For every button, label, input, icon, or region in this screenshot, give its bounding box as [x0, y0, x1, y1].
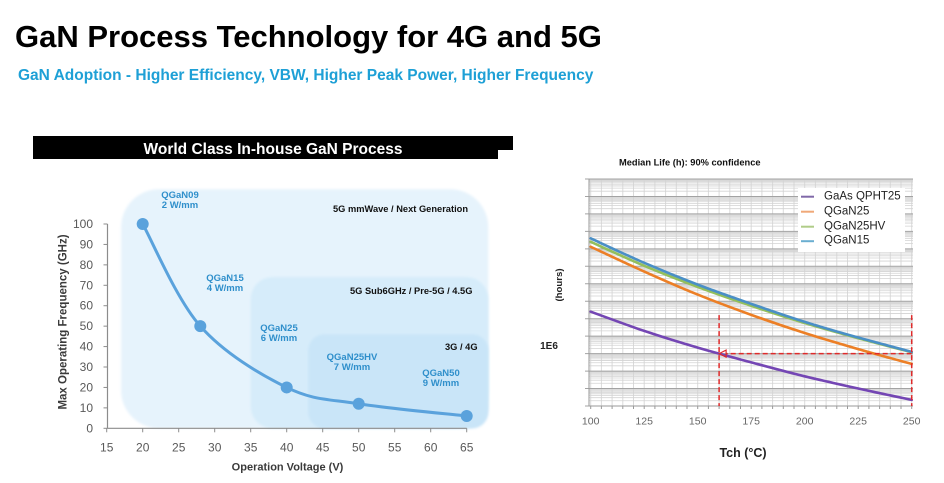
slide-subtitle: GaN Adoption - Higher Efficiency, VBW, H…: [18, 67, 594, 84]
node-power-density: 4 W/mm: [206, 283, 244, 294]
x-tick-label: 35: [244, 441, 258, 455]
node-label-qgan25hv: QGaN25HV 7 W/mm: [324, 353, 380, 373]
slide-title: GaN Process Technology for 4G and 5G: [15, 19, 602, 54]
y-tick-label: 80: [80, 258, 94, 272]
x-tick-label: 15: [100, 441, 114, 455]
y-tick-label: 100: [73, 217, 93, 231]
x-tick-label: 200: [796, 416, 814, 428]
node-name: QGaN15: [206, 273, 244, 284]
legend-label-gaas-qpht25: GaAs QPHT25: [824, 189, 901, 202]
y-tick-label: 40: [80, 340, 94, 354]
x-tick-label: 100: [582, 416, 600, 428]
node-label-qgan15: QGaN15 4 W/mm: [201, 274, 249, 294]
y-tick-label: 60: [80, 299, 94, 313]
node-name: QGaN25HV: [326, 352, 378, 363]
x-tick-label: 60: [424, 441, 438, 455]
data-point-qgan15: [194, 320, 207, 333]
channel-temperature-axis-title: Tch (°C): [719, 445, 767, 460]
node-power-density: 2 W/mm: [161, 200, 199, 211]
x-tick-label: 250: [903, 416, 921, 428]
hours-axis-title: (hours): [554, 268, 566, 302]
data-point-qgan25hv: [352, 397, 365, 410]
frequency-vs-voltage-chart: 0 10 20 30 40 50 60 70 80 90 100 15 20 25 30 35 40 45 50 55…: [73, 189, 489, 455]
curve-qgan15: [589, 237, 913, 354]
median-life-chart-title: Median Life (h): 90% confidence: [619, 157, 761, 168]
region-label-mmwave: 5G mmWave / Next Generation: [333, 204, 469, 214]
arrow-head-icon: [717, 349, 727, 359]
y-tick-label: 30: [80, 360, 94, 374]
legend-label-qgan25: QGaN25: [824, 204, 870, 217]
banner-bar: [33, 136, 498, 159]
x-tick-label: 125: [635, 416, 653, 428]
y-tick-label-1e6: 1E6: [540, 341, 558, 352]
x-tick-label: 20: [136, 441, 150, 455]
legend-label-qgan15: QGaN15: [824, 234, 870, 247]
node-name: QGaN25: [260, 323, 298, 334]
x-tick-label: 45: [316, 441, 330, 455]
y-tick-label: 70: [80, 278, 94, 292]
y-tick-label: 20: [80, 380, 94, 394]
data-point-qgan09: [136, 218, 149, 230]
legend-label-qgan25hv: QGaN25HV: [824, 219, 886, 232]
node-power-density: 9 W/mm: [422, 378, 460, 389]
data-point-qgan25: [280, 381, 293, 394]
x-tick-label: 175: [742, 416, 760, 428]
x-tick-label: 55: [388, 441, 402, 455]
y-tick-label: 90: [80, 237, 94, 251]
median-life-chart: 100 125 150 175 200 225 250: [582, 178, 921, 428]
node-name: QGaN50: [422, 368, 460, 379]
x-tick-label: 30: [208, 441, 222, 455]
node-power-density: 7 W/mm: [333, 362, 371, 373]
node-power-density: 6 W/mm: [260, 333, 298, 344]
node-label-qgan25: QGaN25 6 W/mm: [254, 324, 304, 344]
data-point-qgan50: [460, 410, 473, 423]
region-label-sub6ghz: 5G Sub6GHz / Pre-5G / 4.5G: [350, 286, 473, 296]
banner-notch: [498, 136, 513, 150]
legend-box: [798, 188, 905, 252]
region-label-3g-4g: 3G / 4G: [445, 342, 478, 352]
frequency-axis-title: Max Operating Frequency (GHz): [56, 234, 69, 410]
node-label-qgan50: QGaN50 9 W/mm: [417, 369, 465, 389]
x-tick-label: 65: [460, 441, 474, 455]
x-tick-label: 25: [172, 441, 186, 455]
y-tick-label: 50: [80, 319, 94, 333]
x-tick-label: 150: [689, 416, 707, 428]
x-tick-label: 225: [849, 416, 867, 428]
curve-gaas-qpht25: [589, 310, 913, 402]
y-tick-label: 0: [86, 421, 93, 435]
node-name: QGaN09: [161, 190, 199, 201]
x-tick-label: 50: [352, 441, 366, 455]
x-tick-label: 40: [280, 441, 294, 455]
y-tick-label: 10: [80, 401, 94, 415]
curve-qgan25: [589, 245, 913, 366]
voltage-axis-title: Operation Voltage (V): [231, 461, 344, 474]
banner-title: World Class In-house GaN Process: [143, 141, 403, 158]
node-label-qgan09: QGaN09 2 W/mm: [157, 191, 203, 211]
